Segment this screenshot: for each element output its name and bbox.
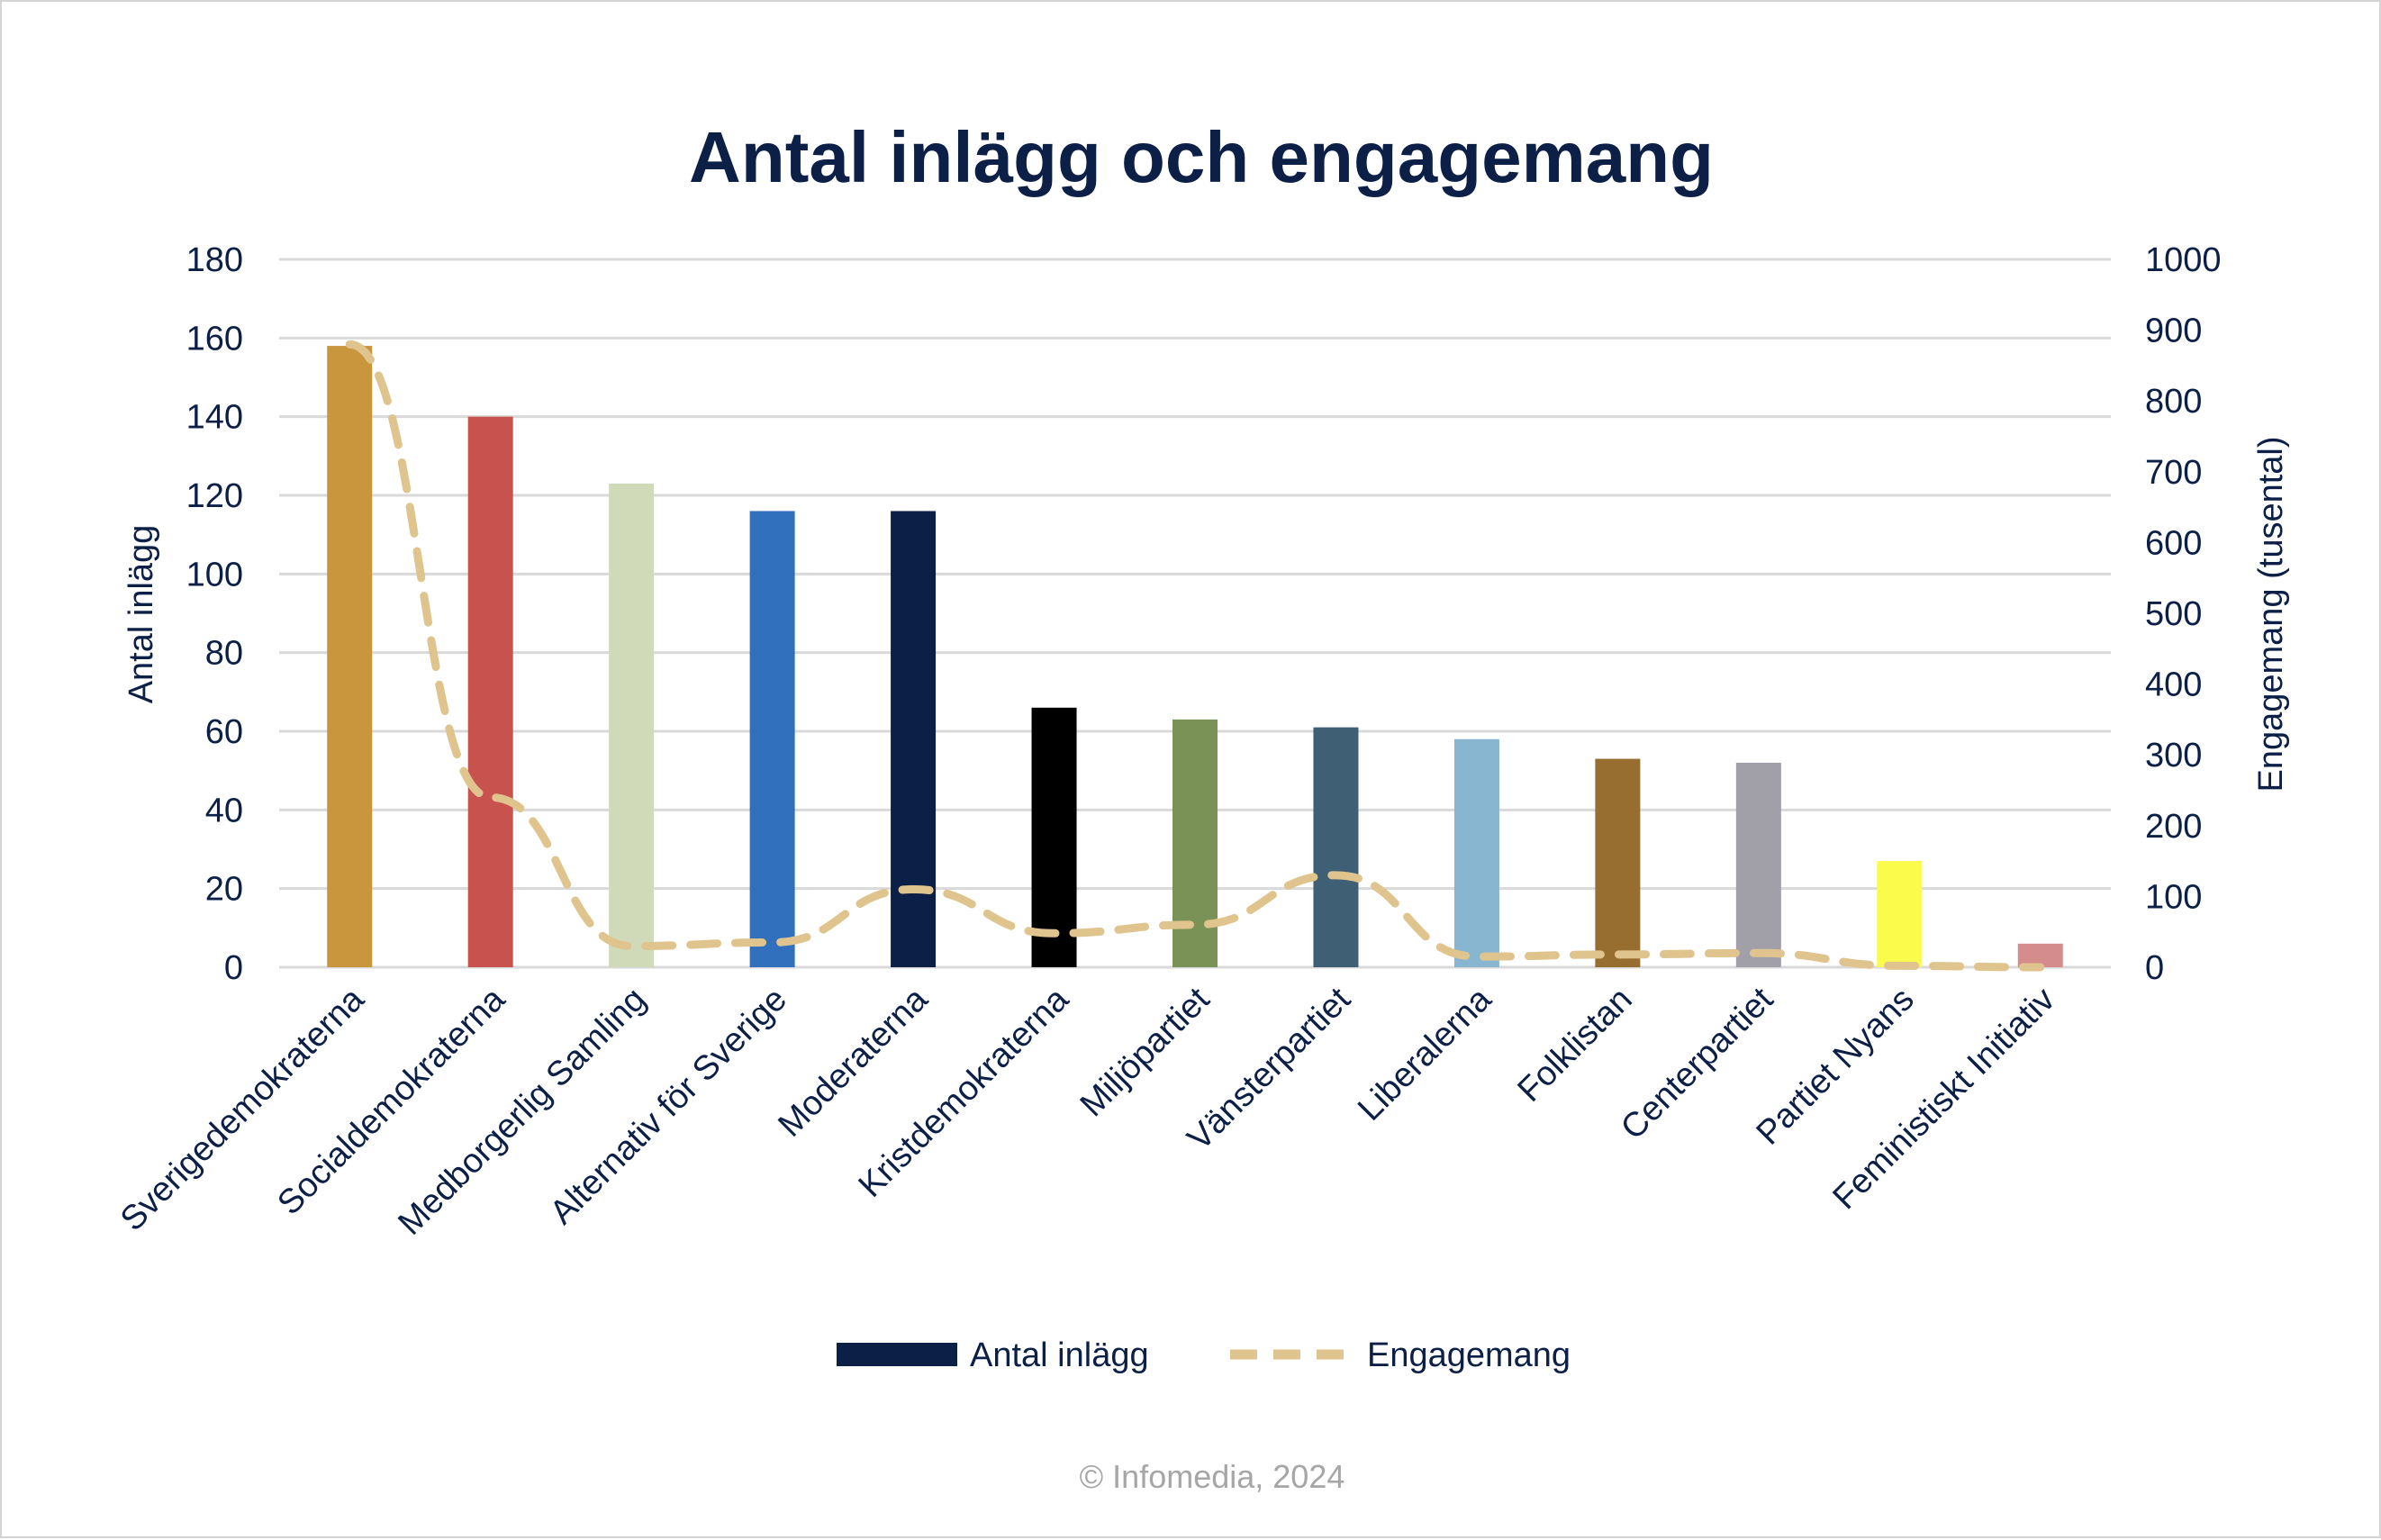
bar <box>1877 861 1923 967</box>
engagement-point <box>630 945 632 947</box>
engagement-point <box>2040 966 2042 968</box>
engagement-point <box>490 796 492 798</box>
left-tick-label: 0 <box>224 949 243 987</box>
bars <box>327 346 2063 968</box>
left-tick-label: 80 <box>205 635 243 673</box>
engagement-point <box>1194 924 1196 926</box>
engagement-point <box>1616 954 1618 956</box>
category-label: Liberalerna <box>1351 980 1499 1128</box>
legend-label-antal-inlagg: Antal inlägg <box>970 1336 1149 1374</box>
engagement-point <box>1335 874 1336 876</box>
engagement-point <box>912 889 914 891</box>
right-tick-label: 500 <box>2145 595 2202 633</box>
left-tick-label: 100 <box>186 556 243 593</box>
right-tick-label: 800 <box>2145 383 2202 421</box>
left-axis-title: Antal inlägg <box>122 525 160 704</box>
bar <box>1313 727 1359 967</box>
right-tick-label: 0 <box>2145 949 2164 987</box>
bar <box>467 416 513 968</box>
engagement-point <box>1054 932 1055 934</box>
category-label: Medborgerlig Samling <box>391 981 653 1243</box>
bar <box>891 511 937 967</box>
right-tick-label: 900 <box>2145 313 2202 350</box>
engagement-point <box>1476 956 1478 957</box>
engagement-point <box>349 343 350 345</box>
engagement-point <box>1898 965 1900 966</box>
category-label: Sverigedemokraterna <box>113 980 372 1238</box>
left-tick-label: 180 <box>186 241 243 279</box>
bar <box>1735 762 1781 967</box>
engagement-line-path <box>345 340 2045 972</box>
legend-label-engagemang: Engagemang <box>1367 1336 1571 1374</box>
right-tick-label: 700 <box>2145 454 2202 492</box>
right-tick-label: 200 <box>2145 808 2202 846</box>
right-tick-label: 1000 <box>2145 241 2222 279</box>
engagement-point <box>1758 952 1760 954</box>
right-tick-label: 600 <box>2145 524 2202 562</box>
legend-swatch-antal-inlagg <box>837 1343 957 1366</box>
left-tick-label: 20 <box>205 871 243 909</box>
bar <box>749 511 795 967</box>
right-tick-label: 300 <box>2145 737 2202 775</box>
right-axis-ticks: 0 100 200 300 400 500 600 700 800 900 1000 <box>2145 241 2222 987</box>
right-tick-label: 100 <box>2145 878 2202 916</box>
bar <box>1172 719 1218 967</box>
left-tick-label: 60 <box>205 713 243 751</box>
bar <box>1453 738 1499 967</box>
left-tick-label: 40 <box>205 792 243 829</box>
left-tick-label: 140 <box>186 399 243 437</box>
left-axis-ticks: 0 20 40 60 80 100 120 140 160 180 <box>186 241 243 987</box>
bar <box>327 346 373 968</box>
left-tick-label: 160 <box>186 320 243 358</box>
category-label: Alternativ för Sverige <box>543 981 794 1232</box>
category-label: Folklistan <box>1511 981 1640 1110</box>
left-tick-label: 120 <box>186 477 243 515</box>
category-labels: SverigedemokraternaSocialdemokraternaMed… <box>113 980 2062 1243</box>
bar <box>609 483 655 967</box>
legend: Antal inlägg Engagemang <box>837 1336 1571 1374</box>
bar <box>1031 707 1077 967</box>
chart-title: Antal inlägg och engagemang <box>689 117 1714 197</box>
right-axis-title: Engagemang (tusental) <box>2252 436 2290 792</box>
bar <box>1595 758 1641 967</box>
footer-copyright: © Infomedia, 2024 <box>1080 1458 1345 1495</box>
category-label: Socialdemokraterna <box>270 980 512 1222</box>
category-label: Miljöpartiet <box>1073 980 1218 1124</box>
right-tick-label: 400 <box>2145 666 2202 704</box>
gridlines <box>279 258 2111 969</box>
engagement-line <box>345 340 2045 972</box>
engagement-point <box>772 941 774 943</box>
